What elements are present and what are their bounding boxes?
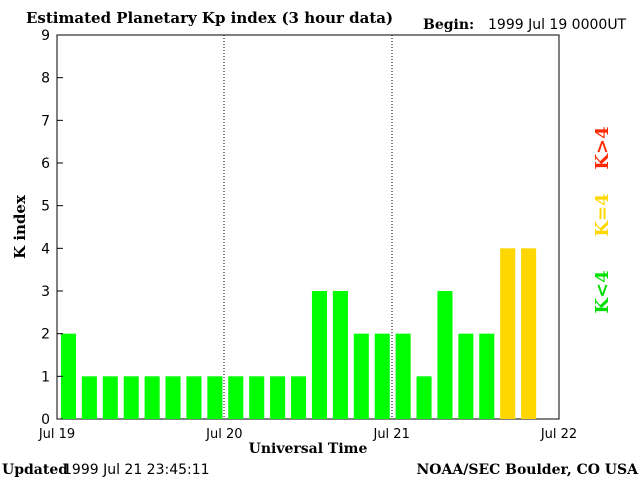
kp-bar-21 bbox=[500, 248, 516, 419]
kp-bar-8 bbox=[228, 376, 244, 419]
y-tick-label-0: 0 bbox=[41, 412, 50, 428]
kp-bar-18 bbox=[437, 291, 453, 419]
x-axis-ticks: Jul 19 Jul 20 Jul 21 Jul 22 bbox=[38, 427, 577, 442]
kp-bar-11 bbox=[291, 376, 307, 419]
y-tick-label-6: 6 bbox=[41, 156, 50, 172]
y-tick-label-3: 3 bbox=[41, 284, 50, 300]
y-tick-label-4: 4 bbox=[41, 241, 50, 257]
kp-bar-2 bbox=[102, 376, 118, 419]
begin-label: Begin: bbox=[423, 17, 474, 33]
updated-value: 1999 Jul 21 23:45:11 bbox=[63, 462, 210, 478]
x-tick-label-3: Jul 22 bbox=[540, 427, 577, 442]
kp-bar-17 bbox=[416, 376, 432, 419]
kp-bar-15 bbox=[374, 333, 390, 419]
kp-bar-12 bbox=[311, 291, 327, 419]
y-tick-label-9: 9 bbox=[41, 28, 50, 44]
x-tick-label-2: Jul 21 bbox=[372, 427, 409, 442]
plot-frame bbox=[56, 34, 560, 420]
chart-title: Estimated Planetary Kp index (3 hour dat… bbox=[26, 9, 393, 27]
updated-label: Updated bbox=[2, 462, 68, 478]
begin-value: 1999 Jul 19 0000UT bbox=[488, 17, 627, 33]
kp-bar-5 bbox=[165, 376, 181, 419]
kp-bar-4 bbox=[144, 376, 160, 419]
kp-bar-20 bbox=[479, 333, 495, 419]
kp-bar-13 bbox=[332, 291, 348, 419]
kp-bar-7 bbox=[207, 376, 223, 419]
credit-text: NOAA/SEC Boulder, CO USA bbox=[417, 462, 640, 478]
kp-bar-9 bbox=[249, 376, 265, 419]
legend-low: K<4 bbox=[592, 270, 613, 313]
y-tick-label-1: 1 bbox=[41, 369, 50, 385]
x-tick-label-0: Jul 19 bbox=[38, 427, 75, 442]
bars-group bbox=[60, 248, 537, 419]
y-tick-label-7: 7 bbox=[41, 113, 50, 129]
kp-bar-22 bbox=[521, 248, 537, 419]
kp-bar-14 bbox=[353, 333, 369, 419]
legend-equal: K=4 bbox=[592, 193, 613, 236]
kp-bar-10 bbox=[270, 376, 286, 419]
x-tick-label-1: Jul 20 bbox=[205, 427, 242, 442]
y-axis-ticks: 0 1 2 3 4 5 6 7 8 9 bbox=[41, 28, 63, 428]
y-axis-label: K index bbox=[11, 194, 29, 259]
kp-bar-1 bbox=[81, 376, 97, 419]
kp-bar-0 bbox=[60, 333, 76, 419]
y-tick-label-2: 2 bbox=[41, 327, 50, 343]
x-axis-label: Universal Time bbox=[249, 441, 368, 457]
kp-bar-16 bbox=[395, 333, 411, 419]
kp-bar-19 bbox=[458, 333, 474, 419]
legend-high: K>4 bbox=[592, 126, 613, 169]
kp-bar-3 bbox=[123, 376, 139, 419]
y-tick-label-5: 5 bbox=[41, 199, 50, 215]
y-tick-label-8: 8 bbox=[41, 71, 50, 87]
kp-bar-6 bbox=[186, 376, 202, 419]
